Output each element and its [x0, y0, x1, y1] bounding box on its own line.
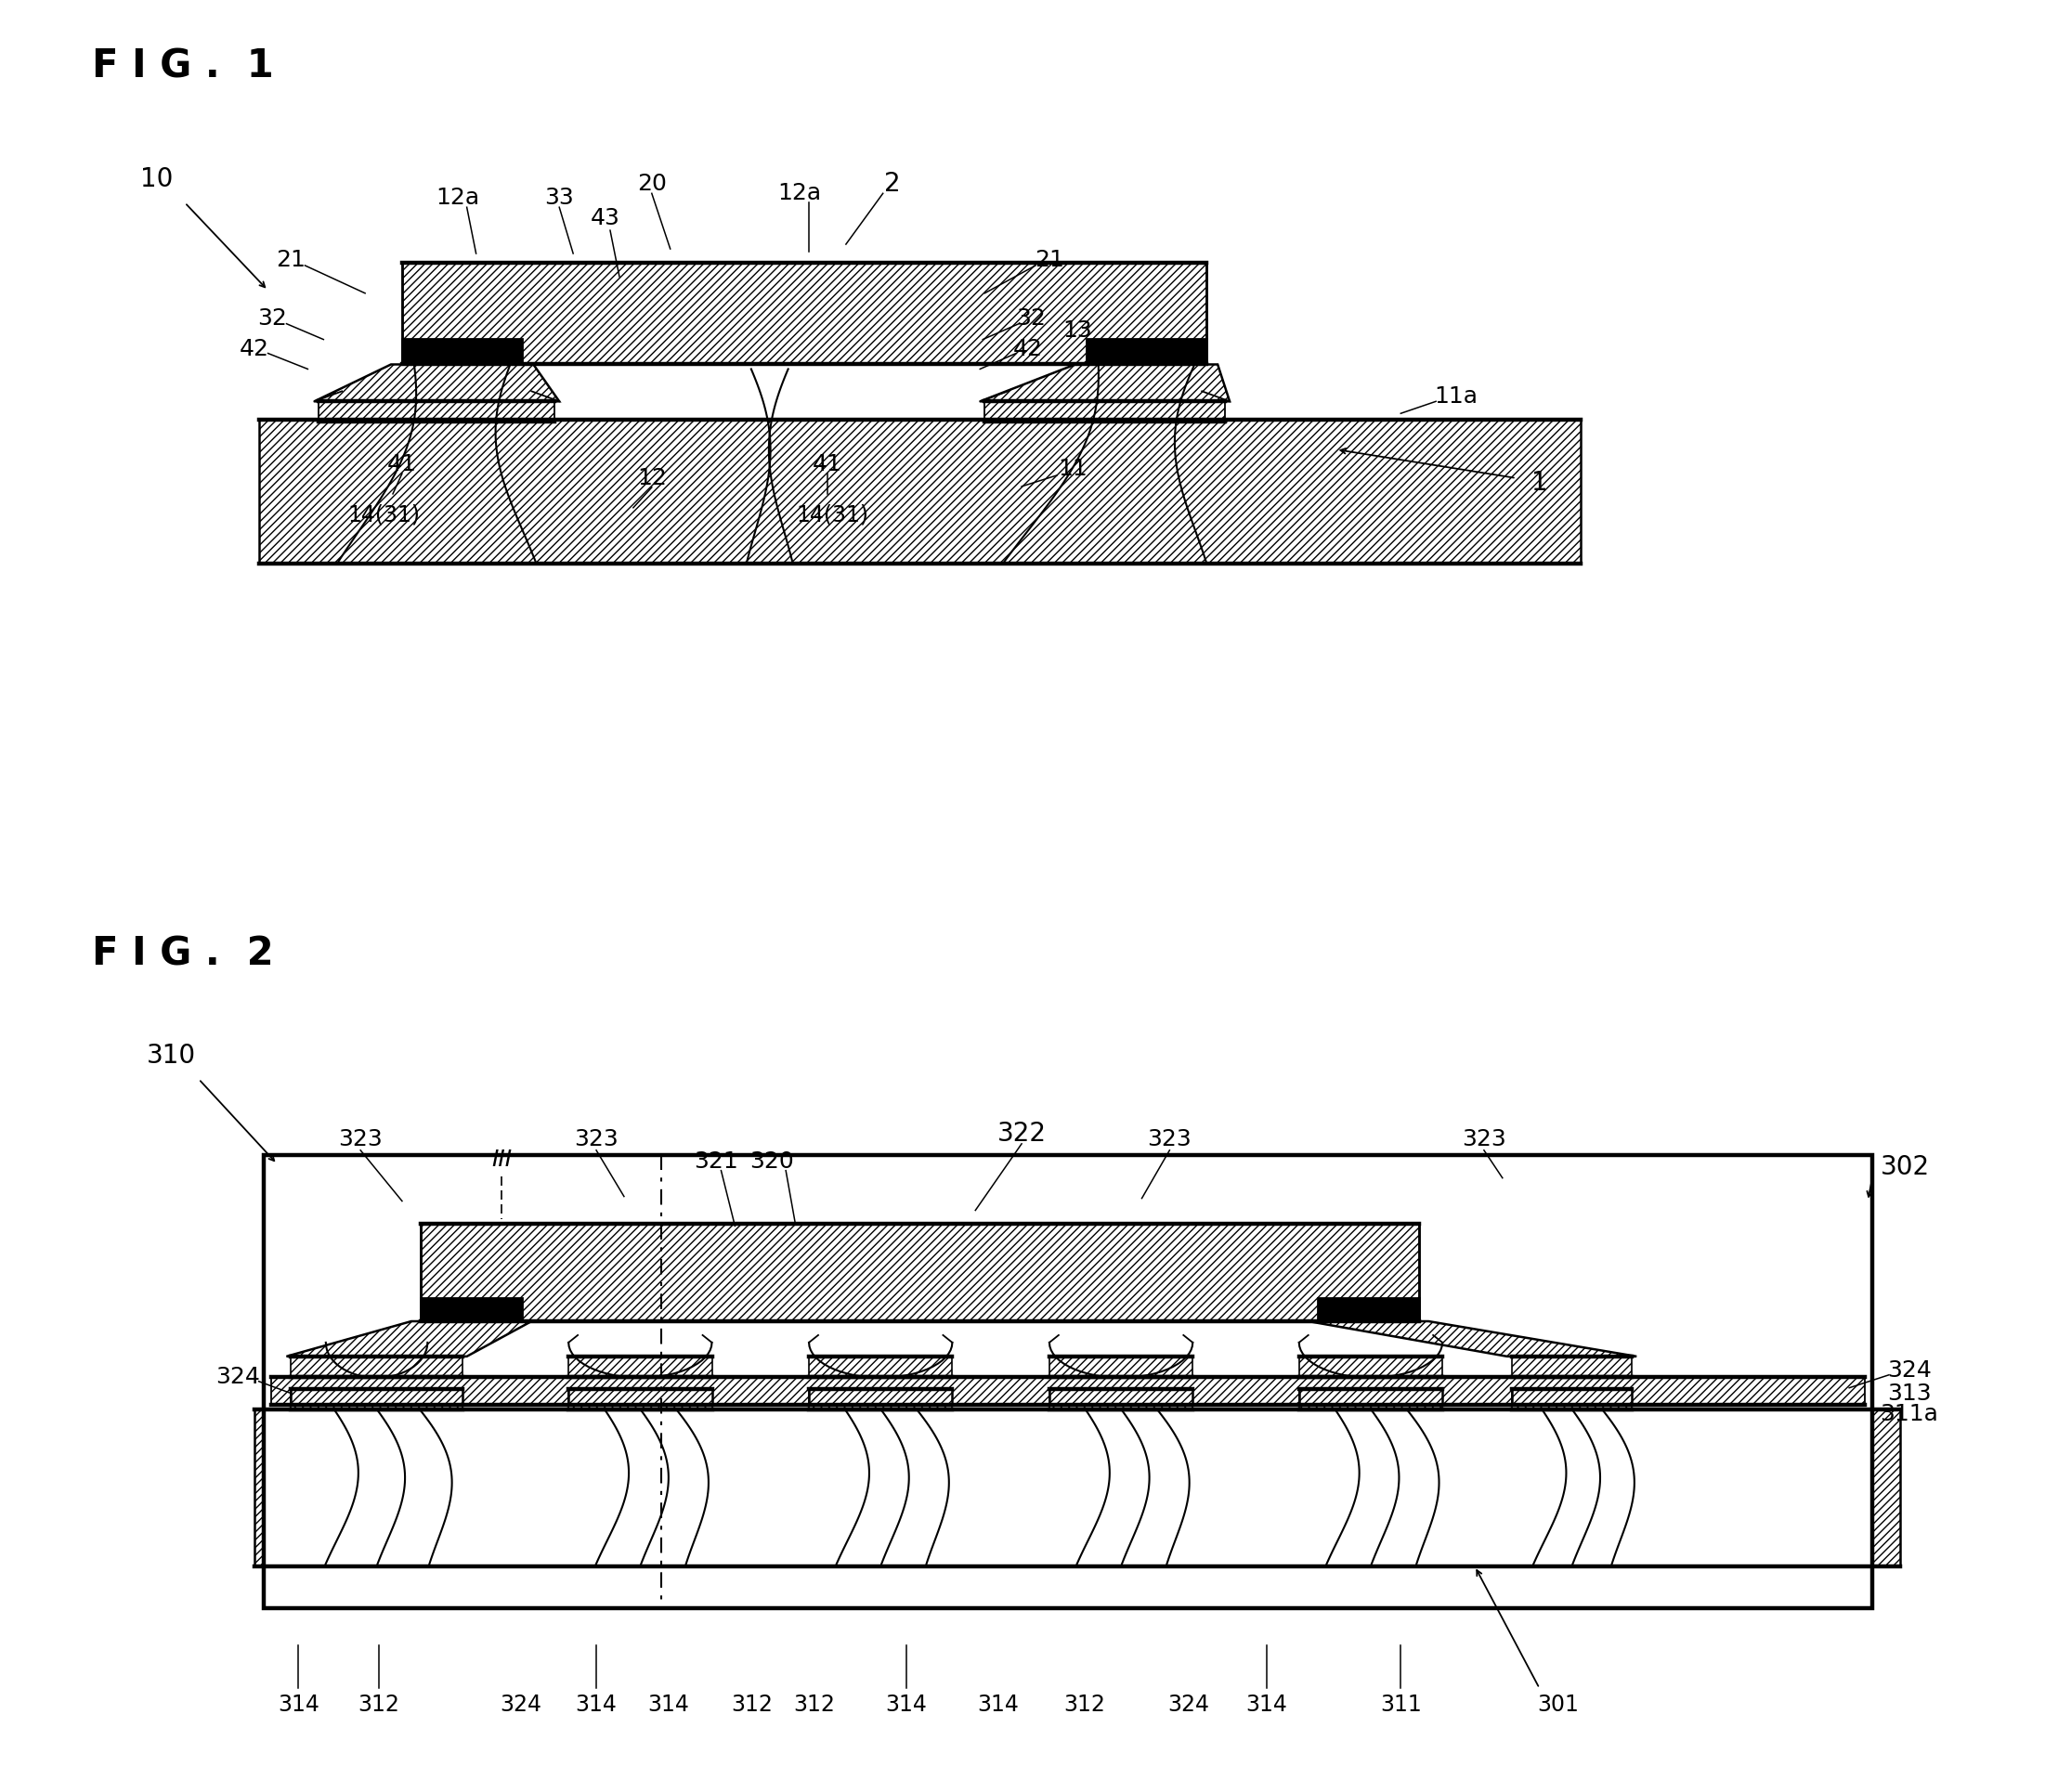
Text: 12: 12	[638, 468, 667, 489]
Text: 314: 314	[884, 1693, 928, 1717]
Bar	[1299, 1357, 1441, 1376]
Polygon shape	[1512, 1389, 1632, 1405]
Polygon shape	[315, 364, 559, 401]
Bar	[570, 1357, 712, 1376]
Text: 14(31): 14(31)	[795, 504, 868, 527]
Bar	[1087, 339, 1207, 364]
Bar	[570, 1389, 712, 1409]
Text: 21: 21	[1036, 249, 1064, 271]
Bar	[259, 419, 1580, 563]
Polygon shape	[1050, 1389, 1193, 1405]
Text: 14(31): 14(31)	[348, 504, 420, 527]
Text: 41: 41	[812, 453, 843, 475]
Bar	[420, 1297, 522, 1321]
Polygon shape	[286, 1321, 532, 1357]
Text: 2: 2	[884, 172, 901, 197]
Bar	[1512, 1357, 1632, 1376]
Bar	[1317, 1297, 1419, 1321]
Bar	[271, 1376, 1866, 1405]
Text: 302: 302	[1880, 1154, 1930, 1179]
Bar	[1299, 1389, 1441, 1409]
Text: 43: 43	[590, 208, 621, 229]
Bar	[1512, 1389, 1632, 1409]
Text: 323: 323	[1147, 1127, 1191, 1150]
Text: 314: 314	[278, 1693, 319, 1717]
Text: 42: 42	[1013, 337, 1044, 360]
Bar	[810, 1357, 953, 1376]
Bar	[420, 1224, 1419, 1321]
Bar	[319, 401, 555, 421]
Text: 21: 21	[275, 249, 307, 271]
Bar	[292, 1357, 462, 1376]
Text: 312: 312	[731, 1693, 772, 1717]
Text: 324: 324	[1168, 1693, 1209, 1717]
Text: 321: 321	[694, 1150, 739, 1172]
Text: 310: 310	[147, 1043, 195, 1070]
Polygon shape	[292, 1389, 462, 1405]
Text: 323: 323	[338, 1127, 383, 1150]
Text: 13: 13	[1062, 319, 1091, 340]
Bar	[402, 263, 1207, 364]
Text: 323: 323	[574, 1127, 619, 1150]
Text: 312: 312	[793, 1693, 835, 1717]
Bar	[810, 1389, 953, 1409]
Polygon shape	[570, 1389, 712, 1405]
Polygon shape	[980, 364, 1230, 401]
Text: F I G .  2: F I G . 2	[93, 935, 273, 973]
Text: 323: 323	[1462, 1127, 1506, 1150]
Text: 320: 320	[750, 1150, 793, 1172]
Text: 11: 11	[1058, 457, 1087, 480]
Text: 41: 41	[387, 453, 416, 475]
Text: 12a: 12a	[435, 186, 480, 210]
Bar	[263, 1154, 661, 1607]
Text: 311: 311	[1379, 1693, 1421, 1717]
Text: 312: 312	[1064, 1693, 1106, 1717]
Text: 324: 324	[215, 1366, 259, 1387]
Text: 20: 20	[638, 174, 667, 195]
Text: 314: 314	[576, 1693, 617, 1717]
Bar	[263, 1154, 1872, 1607]
Text: 313: 313	[1887, 1382, 1932, 1405]
Bar	[1050, 1389, 1193, 1409]
Bar	[1050, 1357, 1193, 1376]
Text: 32: 32	[1017, 306, 1046, 330]
Text: III: III	[491, 1149, 512, 1170]
Text: 10: 10	[141, 167, 174, 192]
Text: 314: 314	[978, 1693, 1019, 1717]
Text: 314: 314	[648, 1693, 690, 1717]
Text: 311a: 311a	[1880, 1403, 1938, 1425]
Polygon shape	[1299, 1389, 1441, 1405]
Text: 312: 312	[358, 1693, 400, 1717]
Text: 1: 1	[1530, 470, 1547, 496]
Text: 12a: 12a	[779, 183, 822, 204]
Polygon shape	[1309, 1321, 1636, 1357]
Bar	[402, 339, 522, 364]
Text: 324: 324	[499, 1693, 541, 1717]
Text: F I G .  1: F I G . 1	[93, 47, 273, 86]
Text: 301: 301	[1537, 1693, 1578, 1717]
Bar	[255, 1409, 1899, 1566]
Text: 32: 32	[257, 306, 288, 330]
Bar	[984, 401, 1226, 421]
Text: 42: 42	[240, 337, 269, 360]
Text: 33: 33	[545, 186, 574, 210]
Text: 11a: 11a	[1435, 385, 1479, 409]
Bar	[292, 1389, 462, 1409]
Text: 314: 314	[1247, 1693, 1288, 1717]
Polygon shape	[810, 1389, 953, 1405]
Text: 322: 322	[996, 1120, 1046, 1147]
Text: 324: 324	[1887, 1358, 1932, 1382]
